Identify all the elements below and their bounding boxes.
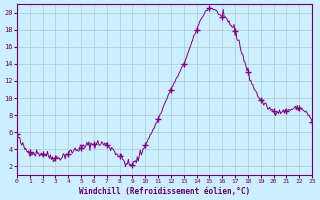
X-axis label: Windchill (Refroidissement éolien,°C): Windchill (Refroidissement éolien,°C) [79, 187, 250, 196]
